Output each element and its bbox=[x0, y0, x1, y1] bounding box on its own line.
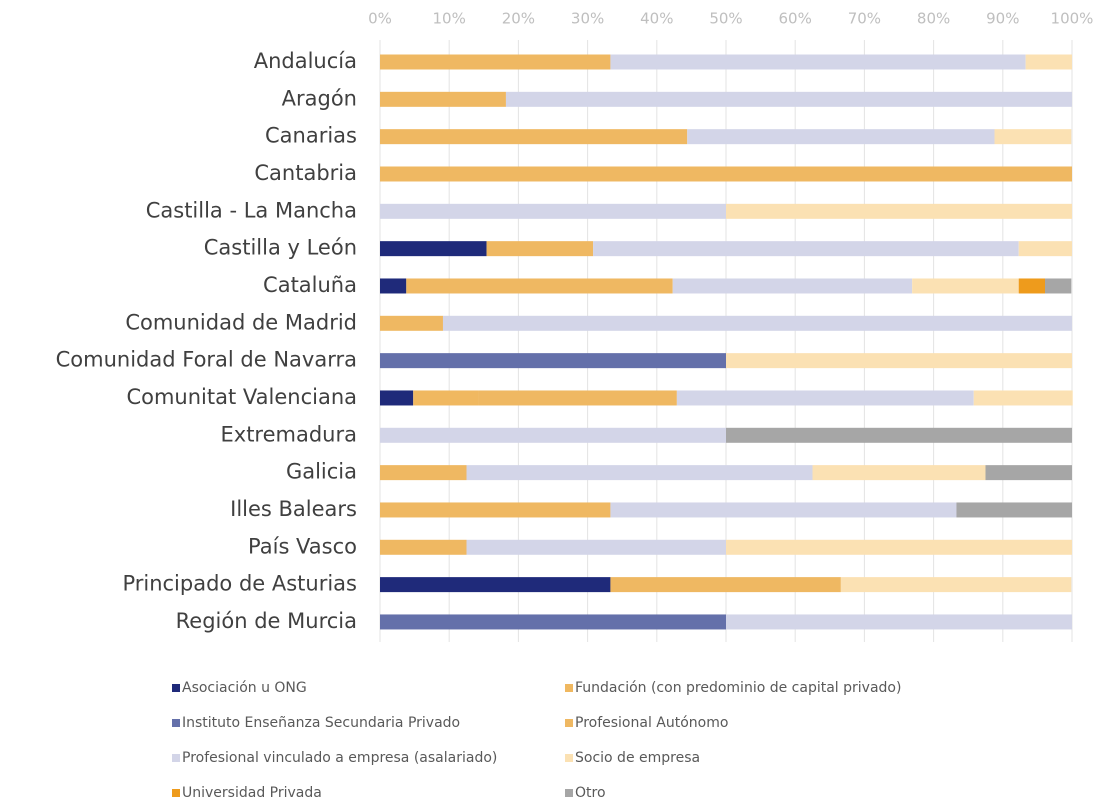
bar-segment bbox=[726, 614, 1072, 630]
category-label: Principado de Asturias bbox=[122, 572, 357, 596]
bar-segment bbox=[380, 203, 726, 219]
category-label: Andalucía bbox=[254, 49, 357, 73]
legend-swatch bbox=[565, 719, 573, 727]
bar-segment bbox=[840, 577, 1072, 593]
bar-segment bbox=[380, 91, 506, 107]
legend-label: Fundación (con predominio de capital pri… bbox=[575, 680, 901, 696]
bar-segment bbox=[726, 427, 1072, 443]
bar-segment bbox=[726, 539, 1072, 555]
x-tick-label: 10% bbox=[433, 10, 466, 28]
bar-segment bbox=[676, 390, 974, 406]
bar-segment bbox=[413, 390, 479, 406]
category-label: Aragón bbox=[282, 86, 357, 110]
bar-segment bbox=[505, 91, 1073, 107]
bar-segment bbox=[380, 129, 688, 145]
bar-segment bbox=[1018, 241, 1072, 257]
x-tick-label: 40% bbox=[640, 10, 673, 28]
bar-segment bbox=[380, 614, 726, 630]
bar-segment bbox=[1045, 278, 1072, 294]
category-label: Región de Murcia bbox=[176, 609, 357, 633]
bar-segment bbox=[956, 502, 1072, 518]
bar-segment bbox=[912, 278, 1019, 294]
bar-segment bbox=[672, 278, 913, 294]
bar-segment bbox=[973, 390, 1073, 406]
bar-segment bbox=[380, 427, 726, 443]
legend-swatch bbox=[565, 684, 573, 692]
bar-segment bbox=[478, 390, 677, 406]
bar-segment bbox=[687, 129, 995, 145]
bar-segment bbox=[812, 465, 986, 481]
legend-swatch bbox=[565, 754, 573, 762]
x-tick-label: 70% bbox=[848, 10, 881, 28]
bar-segment bbox=[610, 502, 957, 518]
category-label: Cantabria bbox=[254, 161, 357, 185]
category-label: Extremadura bbox=[221, 422, 358, 446]
legend-label: Profesional vinculado a empresa (asalari… bbox=[182, 750, 497, 766]
category-label: Cataluña bbox=[263, 273, 357, 297]
x-tick-label: 0% bbox=[368, 10, 392, 28]
category-label: Canarias bbox=[265, 124, 357, 148]
bar-segment bbox=[1018, 278, 1046, 294]
bar-segment bbox=[985, 465, 1072, 481]
bar-segment bbox=[486, 241, 594, 257]
bar-segment bbox=[380, 390, 414, 406]
bar-segment bbox=[593, 241, 1019, 257]
bar-segment bbox=[380, 539, 467, 555]
legend-label: Universidad Privada bbox=[182, 785, 322, 801]
bar-segment bbox=[726, 203, 1072, 219]
bar-segment bbox=[380, 465, 467, 481]
x-tick-label: 50% bbox=[709, 10, 742, 28]
category-label: Galicia bbox=[286, 460, 357, 484]
bar-segment bbox=[380, 315, 443, 331]
x-tick-label: 90% bbox=[986, 10, 1019, 28]
category-label: Castilla y León bbox=[204, 236, 357, 260]
x-tick-label: 30% bbox=[571, 10, 604, 28]
bar-segment bbox=[380, 577, 611, 593]
bar-segment bbox=[994, 129, 1072, 145]
x-tick-label: 80% bbox=[917, 10, 950, 28]
bar-segment bbox=[406, 278, 673, 294]
bar-segment bbox=[380, 353, 726, 369]
bar-segment bbox=[610, 54, 1026, 70]
category-label: Castilla - La Mancha bbox=[146, 198, 357, 222]
x-tick-label: 100% bbox=[1051, 10, 1094, 28]
category-label: País Vasco bbox=[248, 534, 357, 558]
category-label: Comunidad de Madrid bbox=[125, 310, 357, 334]
legend-swatch bbox=[172, 754, 180, 762]
category-label: Illes Balears bbox=[230, 497, 357, 521]
bar-segment bbox=[610, 577, 841, 593]
bar-segment bbox=[380, 278, 407, 294]
bar-segment bbox=[1025, 54, 1072, 70]
legend-swatch bbox=[565, 789, 573, 797]
category-label: Comunidad Foral de Navarra bbox=[56, 348, 357, 372]
legend-swatch bbox=[172, 719, 180, 727]
legend-label: Profesional Autónomo bbox=[575, 715, 728, 731]
bar-segment bbox=[380, 166, 1072, 182]
legend-swatch bbox=[172, 684, 180, 692]
bar-segment bbox=[466, 539, 726, 555]
bar-segment bbox=[380, 241, 487, 257]
bar-segment bbox=[726, 353, 1072, 369]
legend-label: Instituto Enseñanza Secundaria Privado bbox=[182, 715, 460, 731]
category-label: Comunitat Valenciana bbox=[126, 385, 357, 409]
bar-segment bbox=[380, 54, 611, 70]
legend-label: Socio de empresa bbox=[575, 750, 700, 766]
legend-swatch bbox=[172, 789, 180, 797]
legend-label: Asociación u ONG bbox=[182, 680, 307, 696]
bar-segment bbox=[380, 502, 611, 518]
bar-segment bbox=[442, 315, 1072, 331]
x-tick-label: 20% bbox=[502, 10, 535, 28]
bar-segment bbox=[466, 465, 813, 481]
x-tick-label: 60% bbox=[779, 10, 812, 28]
legend-label: Otro bbox=[575, 785, 606, 801]
